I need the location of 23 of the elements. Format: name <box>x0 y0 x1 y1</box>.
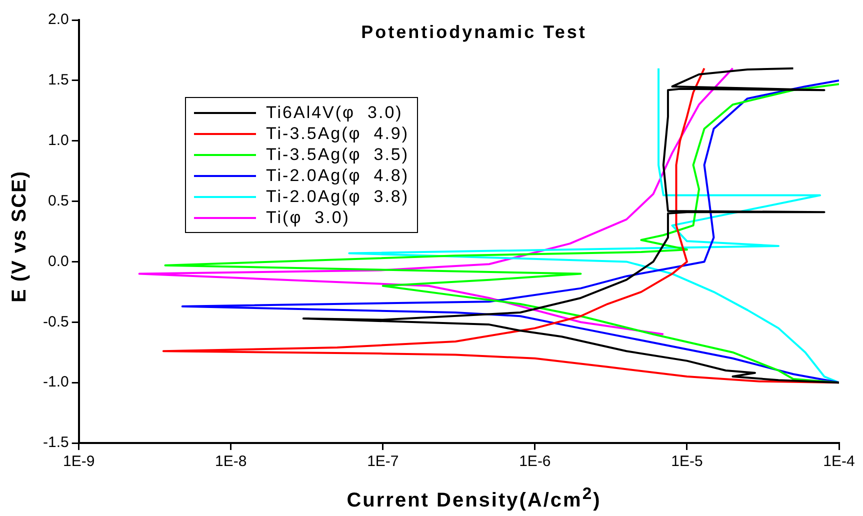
y-axis-title: E (V vs SCE) <box>8 169 32 305</box>
y-tick-label: 0.0 <box>48 252 69 270</box>
x-tick-label: 1E-7 <box>367 453 399 470</box>
y-tick-label: -0.5 <box>42 313 69 330</box>
x-tick-label: 1E-6 <box>519 453 551 470</box>
y-tick-label: 0.5 <box>48 192 69 210</box>
y-tick-label: 1.0 <box>48 132 69 149</box>
x-axis-title: Current Density(A/cm$^{2}$) <box>346 484 602 513</box>
x-tick-label: 1E-9 <box>63 453 95 470</box>
x-tick-label: 1E-8 <box>215 453 247 470</box>
chart-title: Potentiodynamic Test <box>360 22 588 43</box>
legend-label: Ti6Al4V(φ 3.0) <box>266 102 403 122</box>
y-tick-label: -1.0 <box>42 374 69 391</box>
legend-label: Ti-2.0Ag(φ 3.8) <box>266 186 410 206</box>
legend-label: Ti(φ 3.0) <box>266 208 350 228</box>
legend-label: Ti-3.5Ag(φ 3.5) <box>266 144 410 164</box>
y-tick-label: -1.5 <box>42 434 69 452</box>
y-tick-label: 2.0 <box>48 11 69 28</box>
y-tick-label: 1.5 <box>48 72 69 89</box>
x-tick-label: 1E-4 <box>823 453 855 470</box>
x-tick-label: 1E-5 <box>671 453 703 470</box>
legend-label: Ti-3.5Ag(φ 4.9) <box>266 124 410 144</box>
legend-label: Ti-2.0Ag(φ 4.8) <box>266 166 410 186</box>
